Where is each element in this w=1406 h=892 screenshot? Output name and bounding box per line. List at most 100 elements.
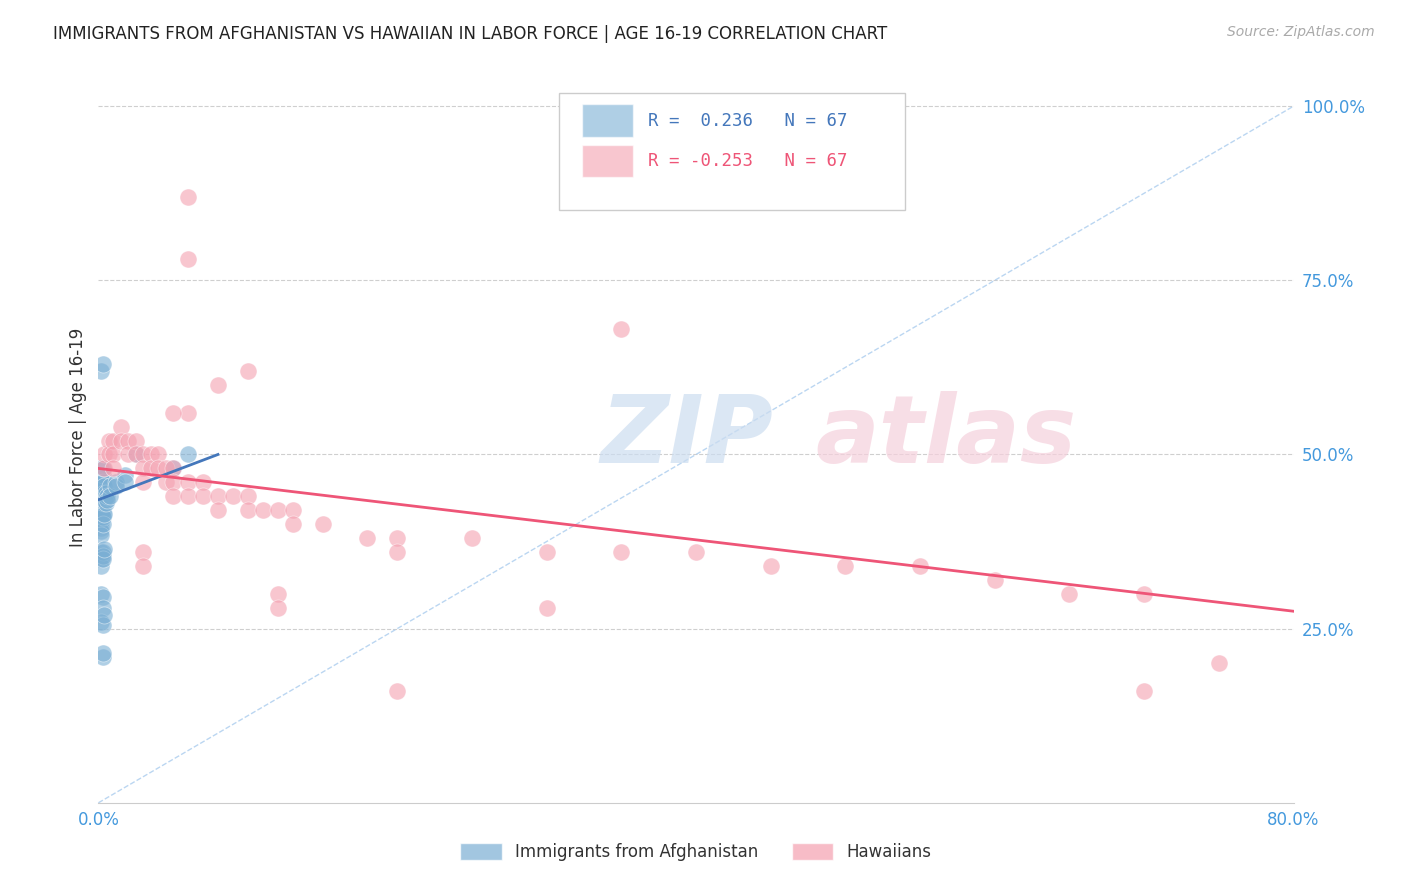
Point [267, 600, 290, 615]
Point [93, 496, 115, 510]
Point [93, 461, 115, 475]
Point [90, 461, 112, 475]
Point [91, 517, 114, 532]
Point [207, 503, 229, 517]
Point [91, 507, 114, 521]
Point [98, 479, 122, 493]
Point [91, 646, 114, 660]
Point [93, 485, 115, 500]
Point [90, 552, 112, 566]
Point [536, 545, 558, 559]
Point [834, 558, 856, 573]
Point [90, 492, 112, 507]
Point [139, 448, 162, 462]
Point [1133, 684, 1156, 698]
Point [90, 496, 112, 510]
Point [93, 607, 115, 622]
Point [759, 558, 782, 573]
Point [908, 558, 931, 573]
Point [91, 485, 114, 500]
Point [90, 483, 112, 497]
Point [91, 479, 114, 493]
Point [155, 475, 177, 490]
Point [91, 649, 114, 664]
Point [281, 517, 304, 532]
Point [191, 475, 214, 490]
Point [177, 448, 200, 462]
Point [984, 573, 1007, 587]
Point [385, 545, 409, 559]
Point [1133, 587, 1156, 601]
Point [93, 541, 115, 556]
Point [90, 517, 112, 532]
Point [117, 448, 139, 462]
Point [267, 503, 290, 517]
Point [90, 587, 112, 601]
Point [177, 252, 200, 267]
FancyBboxPatch shape [582, 104, 633, 137]
Point [90, 545, 112, 559]
Point [385, 684, 409, 698]
Point [1059, 587, 1081, 601]
Point [177, 406, 200, 420]
Point [148, 461, 170, 475]
Point [162, 461, 184, 475]
Point [97, 448, 120, 462]
Point [685, 545, 707, 559]
Point [103, 448, 125, 462]
Point [91, 510, 114, 524]
Point [91, 618, 114, 632]
Point [252, 503, 274, 517]
Point [90, 479, 112, 493]
Point [91, 357, 114, 371]
Point [91, 492, 114, 507]
Point [105, 479, 128, 493]
Point [91, 475, 114, 490]
Point [90, 364, 112, 378]
Point [177, 475, 200, 490]
Point [125, 434, 148, 448]
Point [236, 503, 259, 517]
Point [90, 489, 112, 503]
Point [90, 558, 112, 573]
Point [132, 475, 155, 490]
Point [91, 552, 114, 566]
Point [98, 489, 122, 503]
Point [93, 492, 115, 507]
Point [461, 531, 484, 545]
Text: R = -0.253   N = 67: R = -0.253 N = 67 [648, 152, 848, 169]
Point [281, 503, 304, 517]
Point [91, 591, 114, 605]
Point [139, 461, 162, 475]
Point [90, 521, 112, 535]
Point [91, 549, 114, 563]
Point [222, 489, 245, 503]
Point [90, 615, 112, 629]
Point [91, 503, 114, 517]
Point [114, 468, 136, 483]
Point [91, 461, 114, 475]
Point [103, 434, 125, 448]
Text: Source: ZipAtlas.com: Source: ZipAtlas.com [1227, 25, 1375, 39]
Point [610, 545, 633, 559]
Point [155, 461, 177, 475]
Point [93, 489, 115, 503]
Point [125, 448, 148, 462]
Point [90, 527, 112, 541]
Point [162, 489, 184, 503]
Point [90, 492, 112, 507]
Point [132, 558, 155, 573]
FancyBboxPatch shape [558, 94, 905, 211]
Point [90, 500, 112, 514]
Point [110, 419, 132, 434]
Point [90, 524, 112, 538]
Point [191, 489, 214, 503]
Legend: Immigrants from Afghanistan, Hawaiians: Immigrants from Afghanistan, Hawaiians [454, 836, 938, 868]
Text: IMMIGRANTS FROM AFGHANISTAN VS HAWAIIAN IN LABOR FORCE | AGE 16-19 CORRELATION C: IMMIGRANTS FROM AFGHANISTAN VS HAWAIIAN … [53, 25, 887, 43]
Point [90, 507, 112, 521]
Point [536, 600, 558, 615]
Y-axis label: In Labor Force | Age 16-19: In Labor Force | Age 16-19 [69, 327, 87, 547]
Point [207, 489, 229, 503]
Point [177, 489, 200, 503]
Point [90, 510, 112, 524]
